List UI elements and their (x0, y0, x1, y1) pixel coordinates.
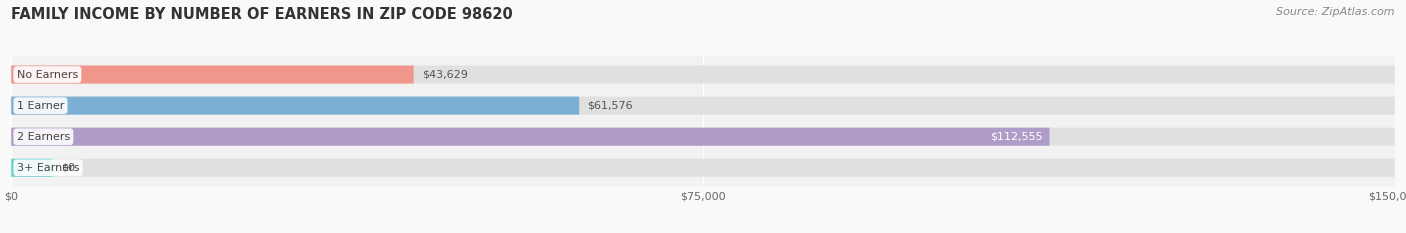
Text: 1 Earner: 1 Earner (17, 101, 65, 111)
FancyBboxPatch shape (11, 65, 1395, 84)
Text: $43,629: $43,629 (422, 70, 468, 79)
FancyBboxPatch shape (11, 159, 53, 177)
Text: No Earners: No Earners (17, 70, 77, 79)
FancyBboxPatch shape (11, 128, 1395, 146)
Text: Source: ZipAtlas.com: Source: ZipAtlas.com (1277, 7, 1395, 17)
Text: 3+ Earners: 3+ Earners (17, 163, 79, 173)
FancyBboxPatch shape (11, 159, 1395, 177)
Text: $0: $0 (60, 163, 75, 173)
Text: FAMILY INCOME BY NUMBER OF EARNERS IN ZIP CODE 98620: FAMILY INCOME BY NUMBER OF EARNERS IN ZI… (11, 7, 513, 22)
Text: 2 Earners: 2 Earners (17, 132, 70, 142)
FancyBboxPatch shape (11, 97, 1395, 115)
FancyBboxPatch shape (11, 97, 579, 115)
FancyBboxPatch shape (11, 65, 413, 84)
FancyBboxPatch shape (11, 128, 1049, 146)
Text: $61,576: $61,576 (588, 101, 633, 111)
Text: $112,555: $112,555 (990, 132, 1042, 142)
